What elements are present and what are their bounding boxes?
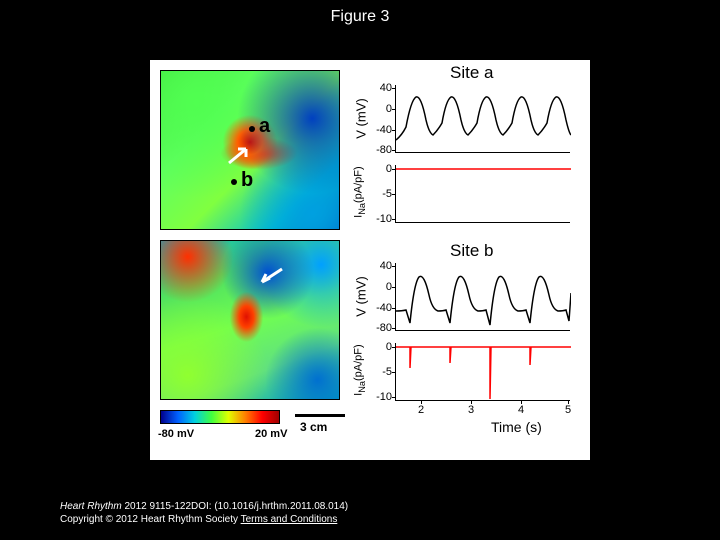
current-trace-a xyxy=(396,165,571,223)
ytick: -10 xyxy=(368,391,392,403)
ylabel-voltage-b: V (mV) xyxy=(354,276,369,316)
current-panel-b: INa(pA/pF) 0 -5 -10 2 3 4 5 Time (s) xyxy=(395,343,570,401)
citation-copyright: Copyright © 2012 Heart Rhythm Society xyxy=(60,514,241,525)
ytick: -40 xyxy=(368,124,392,136)
ytick: -10 xyxy=(368,213,392,225)
arrow-icon xyxy=(226,143,256,167)
ytick: -5 xyxy=(368,188,392,200)
voltage-trace-a xyxy=(396,85,571,153)
chart-title-a: Site a xyxy=(450,63,493,83)
ytick: -80 xyxy=(368,144,392,156)
ytick: -40 xyxy=(368,302,392,314)
voltage-panel-b: V (mV) 40 0 -40 -80 xyxy=(395,263,570,331)
ylabel-voltage-a: V (mV) xyxy=(354,98,369,138)
citation-journal: Heart Rhythm xyxy=(60,501,122,512)
ytick: 0 xyxy=(368,341,392,353)
xtick: 3 xyxy=(468,404,474,416)
colorbar-min-label: -80 mV xyxy=(158,428,194,440)
ytick: 0 xyxy=(368,103,392,115)
marker-dot-a xyxy=(249,126,255,132)
xlabel-time: Time (s) xyxy=(491,419,542,435)
xtick: 2 xyxy=(418,404,424,416)
marker-dot-b xyxy=(231,179,237,185)
ylabel-current-a: INa(pA/pF) xyxy=(353,166,367,217)
chart-site-b: Site b V (mV) 40 0 -40 -80 INa(pA/pF) 0 … xyxy=(360,243,580,443)
scale-bar xyxy=(295,414,345,417)
scale-label: 3 cm xyxy=(300,420,327,434)
ytick: 40 xyxy=(368,82,392,94)
chart-title-b: Site b xyxy=(450,241,493,261)
figure-panel: a b -80 mV 20 mV 3 cm Site a V (mV) 40 0… xyxy=(150,60,590,460)
arrow-icon xyxy=(256,266,286,290)
current-trace-b xyxy=(396,343,571,401)
ytick: 0 xyxy=(368,163,392,175)
heatmap-bottom xyxy=(160,240,340,400)
colorbar xyxy=(160,410,280,424)
citation: Heart Rhythm 2012 9115-122DOI: (10.1016/… xyxy=(60,500,348,526)
marker-label-a: a xyxy=(259,115,270,138)
ytick: -80 xyxy=(368,322,392,334)
ytick: -5 xyxy=(368,366,392,378)
ytick: 40 xyxy=(368,260,392,272)
ylabel-current-b: INa(pA/pF) xyxy=(353,344,367,395)
terms-link[interactable]: Terms and Conditions xyxy=(241,514,338,525)
colorbar-max-label: 20 mV xyxy=(255,428,287,440)
voltage-trace-b xyxy=(396,263,571,331)
xtick: 5 xyxy=(565,404,571,416)
chart-site-a: Site a V (mV) 40 0 -40 -80 INa(pA/pF) 0 … xyxy=(360,65,580,235)
voltage-panel-a: V (mV) 40 0 -40 -80 xyxy=(395,85,570,153)
heatmap-top: a b xyxy=(160,70,340,230)
xtick: 4 xyxy=(518,404,524,416)
ytick: 0 xyxy=(368,281,392,293)
figure-title: Figure 3 xyxy=(0,0,720,26)
citation-ref: 2012 9115-122DOI: (10.1016/j.hrthm.2011.… xyxy=(122,501,348,512)
marker-label-b: b xyxy=(241,169,253,192)
current-panel-a: INa(pA/pF) 0 -5 -10 xyxy=(395,165,570,223)
